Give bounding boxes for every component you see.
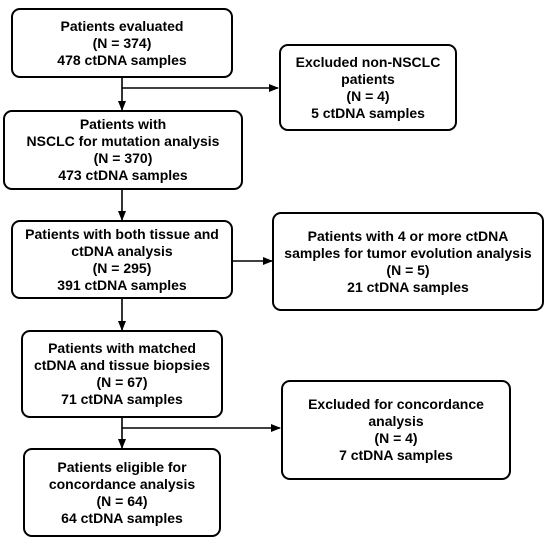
- box-nsclc-mutation-analysis: Patients with NSCLC for mutation analysi…: [3, 110, 243, 190]
- box-eligible-concordance: Patients eligible for concordance analys…: [23, 448, 221, 537]
- box-excluded-concordance: Excluded for concordance analysis (N = 4…: [281, 380, 511, 480]
- box-excluded-non-nsclc: Excluded non-NSCLC patients (N = 4) 5 ct…: [279, 44, 457, 131]
- box-patients-evaluated: Patients evaluated (N = 374) 478 ctDNA s…: [11, 8, 233, 78]
- box-tissue-and-ctdna: Patients with both tissue and ctDNA anal…: [11, 220, 233, 299]
- box-tumor-evolution: Patients with 4 or more ctDNA samples fo…: [272, 212, 544, 311]
- box-matched-biopsies: Patients with matched ctDNA and tissue b…: [21, 330, 223, 418]
